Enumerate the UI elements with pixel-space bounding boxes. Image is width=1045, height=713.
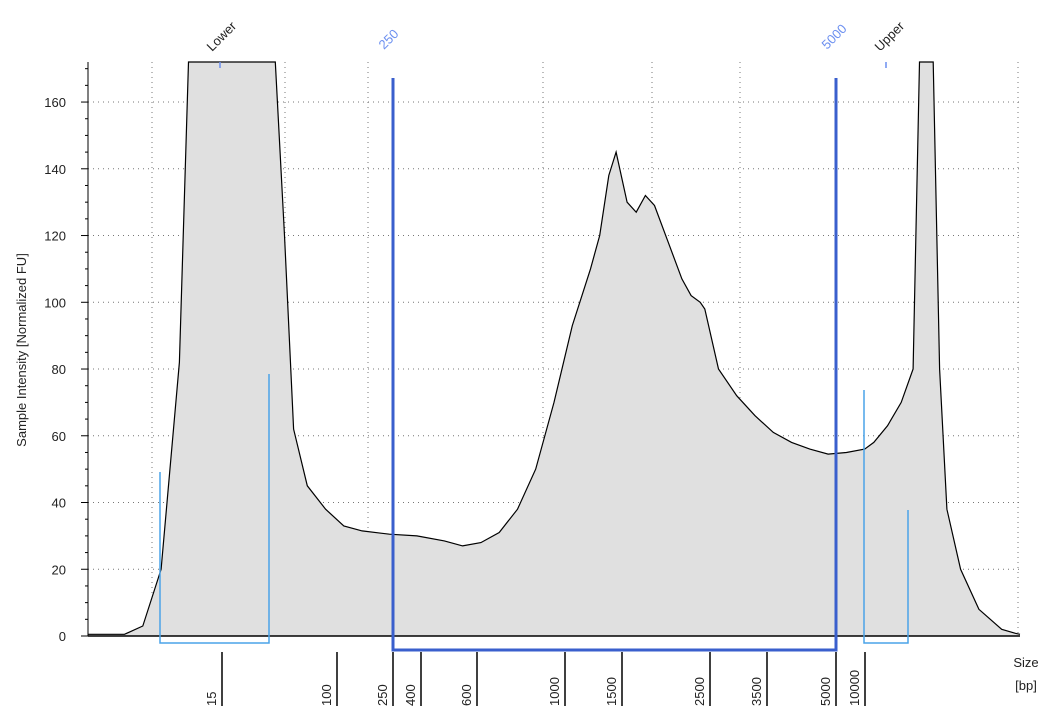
peak-label-lower: Lower xyxy=(204,18,240,54)
x-tick-label: 100 xyxy=(319,684,334,706)
area-layer xyxy=(88,61,1021,636)
y-tick-label: 100 xyxy=(44,295,66,310)
x-tick-label: 250 xyxy=(375,684,390,706)
peak-integration-box xyxy=(159,374,270,644)
region-marker-label[interactable]: 250 xyxy=(376,26,402,52)
trace-fill xyxy=(88,62,1020,636)
y-tick-label: 0 xyxy=(59,629,66,644)
x-tick-label: 10000 xyxy=(847,670,862,706)
y-tick-label: 40 xyxy=(52,496,66,511)
x-tick-label: 400 xyxy=(403,684,418,706)
peak-integration-box xyxy=(863,390,909,644)
region-marker-label[interactable]: 5000 xyxy=(819,21,850,52)
x-axis-title-size: Size xyxy=(1013,655,1038,670)
x-axis-title-unit: [bp] xyxy=(1015,678,1037,693)
x-tick-label: 2500 xyxy=(692,677,707,706)
peak-label-upper: Upper xyxy=(872,18,908,54)
y-tick-label: 60 xyxy=(52,429,66,444)
y-axis-title: Sample Intensity [Normalized FU] xyxy=(14,253,29,447)
y-tick-label: 160 xyxy=(44,95,66,110)
y-tick-label: 140 xyxy=(44,162,66,177)
x-tick-label: 15 xyxy=(204,692,219,706)
marker-layer xyxy=(159,78,909,652)
x-tick-label: 1500 xyxy=(604,677,619,706)
label-layer: Sample Intensity [Normalized FU] Size [b… xyxy=(14,18,1039,706)
x-tick-label: 600 xyxy=(459,684,474,706)
x-tick-label: 5000 xyxy=(818,677,833,706)
smear-region-bracket[interactable] xyxy=(391,78,838,652)
trace-line xyxy=(88,61,1021,635)
x-tick-label: 3500 xyxy=(749,677,764,706)
y-tick-label: 120 xyxy=(44,229,66,244)
y-tick-label: 80 xyxy=(52,362,66,377)
y-tick-label: 20 xyxy=(52,562,66,577)
x-tick-label: 1000 xyxy=(547,677,562,706)
